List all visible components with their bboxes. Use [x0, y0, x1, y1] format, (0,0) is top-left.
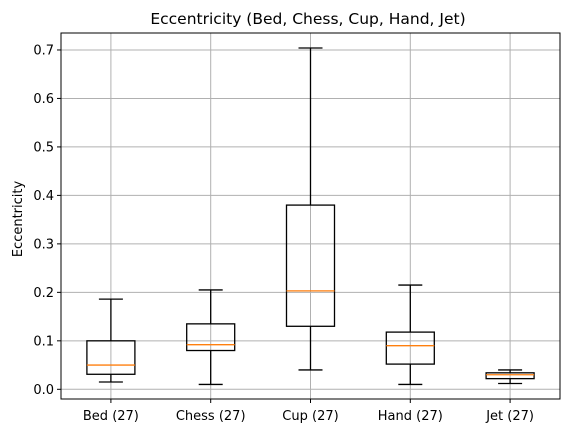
y-tick-label: 0.7: [33, 43, 54, 58]
y-tick-label: 0.2: [33, 286, 54, 301]
y-tick-label: 0.5: [33, 140, 54, 155]
x-tick-label: Bed (27): [83, 409, 139, 424]
y-tick-label: 0.0: [33, 383, 54, 398]
box-group: [385, 284, 435, 386]
box-rect: [186, 323, 236, 352]
axes-layer: 0.0 0.1 0.2 0.3 0.4 0.5 0.6 0.7 Bed (27) Chess (2…: [33, 32, 561, 424]
y-tick-label: 0.6: [33, 92, 54, 107]
box-rect: [485, 372, 535, 380]
x-tick-label: Jet (27): [485, 409, 534, 424]
x-tick-label: Chess (27): [176, 409, 246, 424]
chart-title: Eccentricity (Bed, Chess, Cup, Hand, Jet…: [150, 10, 465, 28]
y-tick-label: 0.3: [33, 237, 54, 252]
box-group: [285, 47, 336, 371]
box-rect: [285, 204, 336, 327]
box-group: [485, 369, 535, 385]
boxes-layer: [86, 47, 535, 386]
x-tick-label: Hand (27): [378, 409, 443, 424]
box-group: [186, 289, 236, 386]
y-tick-label: 0.1: [33, 334, 54, 349]
y-axis-label: Eccentricity: [11, 181, 26, 258]
y-tick-label: 0.4: [33, 189, 54, 204]
box-rect: [385, 331, 435, 365]
box-group: [86, 298, 136, 383]
box-rect: [86, 340, 136, 375]
x-tick-label: Cup (27): [282, 409, 338, 424]
